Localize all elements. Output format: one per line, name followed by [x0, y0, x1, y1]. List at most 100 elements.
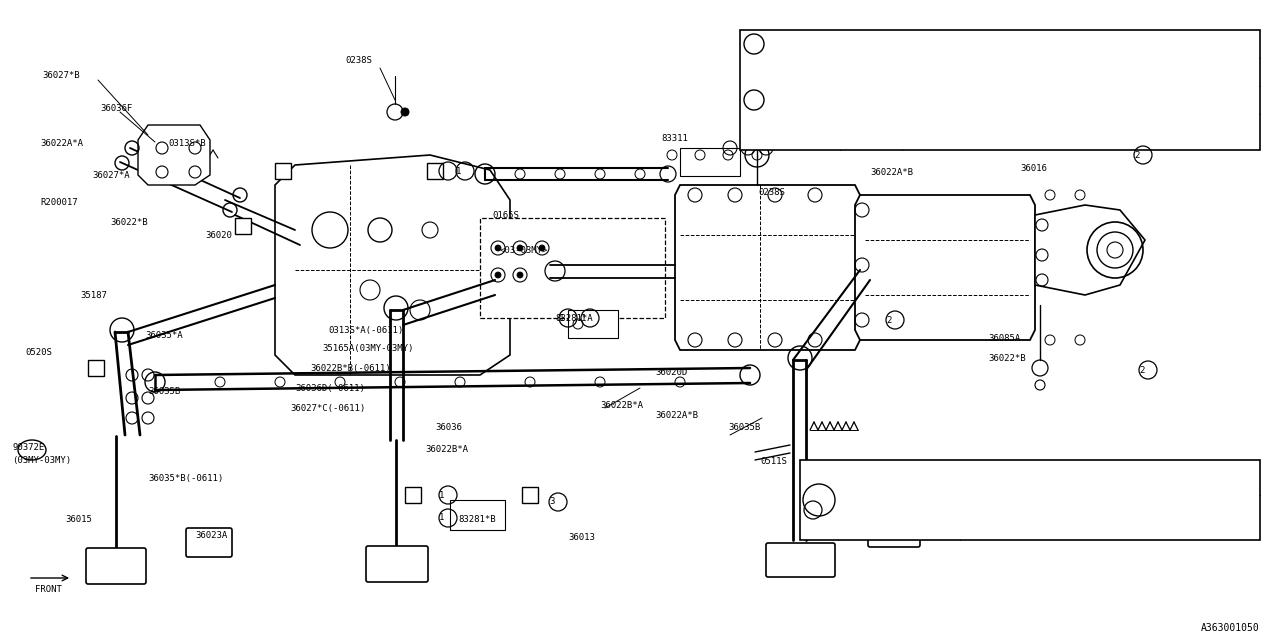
Text: <03MY0302-05MY0412>: <03MY0302-05MY0412>: [850, 95, 961, 105]
Polygon shape: [1036, 205, 1146, 295]
Bar: [568, 310, 618, 338]
Text: -04MY0303>: -04MY0303>: [968, 469, 1036, 479]
Bar: [800, 460, 1260, 540]
Text: 36027*C(-0611): 36027*C(-0611): [291, 403, 365, 413]
Text: 90372E: 90372E: [12, 444, 45, 452]
Text: 36035B: 36035B: [148, 387, 180, 397]
Text: 36023A: 36023A: [195, 531, 228, 540]
Text: 1: 1: [581, 314, 586, 323]
Text: C: C: [280, 166, 285, 176]
Polygon shape: [138, 125, 210, 185]
Text: 36035B: 36035B: [728, 424, 760, 433]
Circle shape: [401, 108, 410, 116]
Text: 2: 2: [1139, 365, 1144, 374]
Text: 36027*B: 36027*B: [42, 70, 79, 79]
Text: 36023A: 36023A: [878, 524, 910, 532]
Text: A: A: [433, 166, 438, 176]
FancyBboxPatch shape: [366, 546, 428, 582]
Text: 36022B*A: 36022B*A: [425, 445, 468, 454]
Text: M000267: M000267: [768, 95, 809, 105]
Text: B: B: [93, 363, 99, 373]
Bar: [275, 163, 291, 179]
Text: <: <: [850, 67, 856, 77]
Bar: [680, 148, 740, 176]
Text: -03MY0301>: -03MY0301>: [910, 67, 969, 77]
Ellipse shape: [18, 440, 46, 460]
Text: 36085A: 36085A: [988, 333, 1020, 342]
Text: 1: 1: [746, 39, 753, 49]
Text: >: >: [1244, 123, 1249, 133]
Text: 3: 3: [804, 506, 810, 515]
FancyBboxPatch shape: [86, 548, 146, 584]
Bar: [740, 30, 1260, 150]
Bar: [480, 218, 666, 318]
Text: <05MY0501-: <05MY0501-: [850, 123, 909, 133]
FancyBboxPatch shape: [765, 543, 835, 577]
Text: 36036F: 36036F: [100, 104, 132, 113]
Text: C: C: [410, 490, 416, 500]
Circle shape: [517, 245, 524, 251]
Text: 1: 1: [439, 490, 444, 499]
Text: 36020D: 36020D: [655, 367, 687, 376]
Text: 36020: 36020: [205, 230, 232, 239]
Text: 2: 2: [886, 316, 892, 324]
Text: 36036: 36036: [435, 424, 462, 433]
Text: 0520S: 0520S: [26, 348, 52, 356]
Text: R200018: R200018: [844, 504, 891, 514]
Text: 36016: 36016: [1020, 163, 1047, 173]
Bar: [522, 487, 538, 503]
Text: 36022B*A: 36022B*A: [600, 401, 643, 410]
Text: (03MY-03MY): (03MY-03MY): [12, 456, 72, 465]
Text: 3: 3: [549, 497, 554, 506]
Text: 0227S: 0227S: [771, 39, 804, 49]
Circle shape: [495, 245, 500, 251]
Text: A: A: [527, 490, 532, 500]
Text: 0165S: 0165S: [492, 211, 518, 220]
Text: 1: 1: [559, 314, 564, 323]
Text: 36035*A: 36035*A: [145, 330, 183, 339]
Text: 2: 2: [1134, 150, 1139, 159]
Text: 0238S: 0238S: [758, 188, 785, 196]
Text: 36035*B(-0611): 36035*B(-0611): [148, 474, 223, 483]
Text: 1: 1: [439, 513, 444, 522]
Text: 36085: 36085: [844, 469, 878, 479]
Text: R200017: R200017: [40, 198, 78, 207]
Text: 0238S: 0238S: [346, 56, 372, 65]
Bar: [428, 163, 443, 179]
Text: 35165A(03MY-03MY): 35165A(03MY-03MY): [323, 344, 413, 353]
Circle shape: [495, 272, 500, 278]
Text: >: >: [1240, 504, 1247, 514]
Text: FRONT: FRONT: [35, 586, 61, 595]
Polygon shape: [675, 185, 860, 350]
FancyBboxPatch shape: [186, 528, 232, 557]
Bar: [451, 500, 506, 530]
Text: 36022B*B(-0611): 36022B*B(-0611): [310, 364, 390, 372]
Text: 0100S: 0100S: [746, 67, 776, 77]
Bar: [404, 487, 421, 503]
FancyBboxPatch shape: [868, 515, 920, 547]
Text: 36022A*A: 36022A*A: [40, 138, 83, 147]
Text: <04MY0304-: <04MY0304-: [916, 504, 983, 514]
Text: 36022*B: 36022*B: [110, 218, 147, 227]
Text: 36013: 36013: [568, 534, 595, 543]
Polygon shape: [855, 195, 1036, 340]
Text: 0100S: 0100S: [746, 123, 776, 133]
Text: 83311: 83311: [662, 134, 689, 143]
Text: 0511S: 0511S: [760, 458, 787, 467]
Text: 83281*B: 83281*B: [458, 515, 495, 525]
Text: <: <: [916, 469, 923, 479]
Text: 36036D(-0611): 36036D(-0611): [294, 383, 365, 392]
Text: 1: 1: [439, 166, 444, 175]
Text: 3: 3: [809, 493, 817, 506]
Text: 0313S*A(-0611): 0313S*A(-0611): [328, 326, 403, 335]
Text: 35187: 35187: [81, 291, 106, 300]
Bar: [236, 218, 251, 234]
Text: 36015: 36015: [65, 515, 92, 525]
Polygon shape: [275, 155, 509, 375]
Text: 36022A*B: 36022A*B: [655, 410, 698, 419]
Text: B: B: [241, 221, 246, 231]
Text: 83281*A: 83281*A: [556, 314, 593, 323]
Text: 1: 1: [456, 166, 462, 175]
Bar: [88, 360, 104, 376]
Circle shape: [539, 245, 545, 251]
